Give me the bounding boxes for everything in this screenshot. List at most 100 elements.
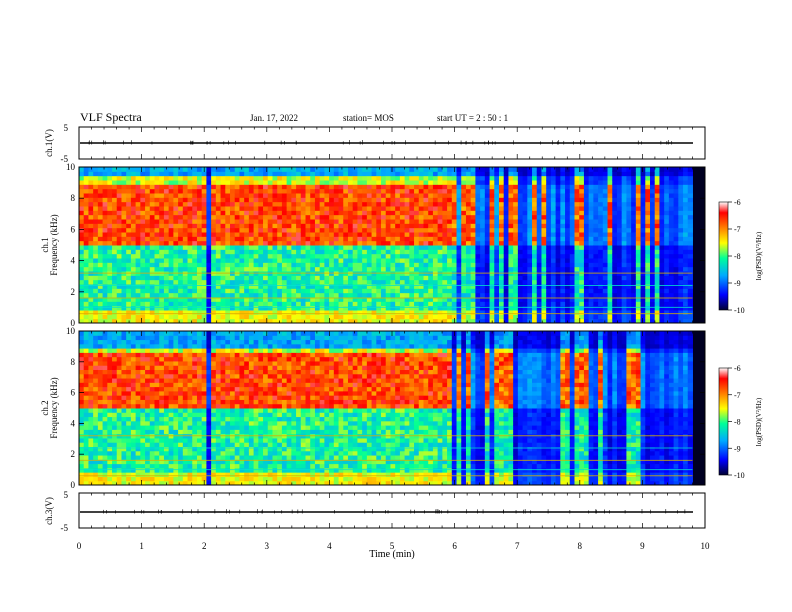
spectrogram-cell (687, 284, 693, 289)
spectrogram-cell (513, 249, 519, 255)
spectrogram-cell (560, 258, 566, 263)
spectrogram-cell (258, 193, 264, 198)
spectrogram-cell (267, 227, 273, 233)
spectrogram-cell (329, 275, 335, 281)
spectrogram-cell (159, 292, 165, 298)
spectrogram-cell (145, 310, 151, 315)
spectrogram-cell (428, 184, 434, 190)
spectrogram-cell (225, 297, 231, 302)
spectrogram-cell (607, 210, 613, 216)
spectrogram-cell (546, 305, 552, 311)
spectrogram-cell (678, 236, 684, 242)
spectrogram-cell (371, 232, 377, 237)
spectrogram-cell (182, 279, 189, 285)
spectrogram-cell (300, 318, 307, 324)
spectrogram-cell (286, 175, 292, 181)
spectrogram-cell (206, 284, 212, 289)
spectrogram-cell (541, 201, 547, 207)
spectrogram-cell (602, 201, 609, 207)
spectrogram-cell (267, 314, 273, 320)
spectrogram-cell (371, 219, 377, 224)
spectrogram-cell (333, 279, 340, 285)
spectrogram-cell (390, 279, 396, 285)
spectrogram-cell (428, 167, 434, 172)
spectrogram-cell (588, 258, 594, 263)
spectrogram-cell (126, 253, 132, 259)
spectrogram-cell (451, 175, 458, 181)
spectrogram-cell (192, 167, 198, 172)
spectrogram-cell (83, 288, 89, 294)
spectrogram-cell (79, 275, 85, 281)
spectrogram-cell (517, 184, 524, 190)
spectrogram-cell (201, 292, 207, 298)
spectrogram-cell (121, 253, 127, 259)
spectrogram-cell (616, 219, 623, 224)
spectrogram-cell (97, 253, 104, 259)
spectrogram-cell (338, 253, 344, 259)
spectrogram-cell (631, 210, 637, 216)
spectrogram-cell (484, 253, 491, 259)
spectrogram-cell (635, 249, 642, 255)
spectrogram-cell (626, 236, 632, 242)
spectrogram-cell (333, 318, 340, 324)
spectrogram-cell (291, 310, 297, 315)
spectrogram-cell (305, 297, 311, 302)
spectrogram-cell (635, 206, 642, 211)
spectrogram-cell (314, 284, 321, 289)
spectrogram-cell (83, 310, 89, 315)
spectrogram-cell (371, 171, 377, 177)
spectrogram-cell (159, 240, 165, 246)
spectrogram-cell (683, 171, 689, 177)
spectrogram-cell (329, 175, 335, 181)
spectrogram-cell (664, 236, 670, 242)
spectrogram-cell (583, 284, 590, 289)
spectrogram-cell (267, 292, 273, 298)
spectrogram-cell (626, 253, 632, 259)
spectrogram-cell (588, 253, 594, 259)
spectrogram-cell (310, 314, 316, 320)
spectrogram-cell (329, 210, 335, 216)
spectrogram-cell (489, 297, 495, 302)
spectrogram-cell (258, 232, 264, 237)
spectrogram-cell (230, 227, 236, 233)
spectrogram-cell (234, 201, 240, 207)
spectrogram-cell (456, 236, 462, 242)
spectrogram-cell (140, 310, 146, 315)
spectrogram-cell (371, 167, 377, 172)
spectrogram-cell (687, 318, 693, 324)
spectrogram-cell (513, 210, 519, 216)
spectrogram-cell (329, 301, 335, 307)
spectrogram-cell (659, 188, 665, 194)
spectrogram-cell (362, 240, 368, 246)
spectrogram-cell (352, 188, 358, 194)
spectrogram-cell (83, 284, 89, 289)
spectrogram-cell (253, 167, 259, 172)
spectrogram-cell (281, 310, 288, 315)
spectrogram-cell (310, 180, 316, 185)
spectrogram-cell (678, 305, 684, 311)
spectrogram-cell (126, 210, 132, 216)
spectrogram-cell (163, 188, 170, 194)
spectrogram-cell (447, 236, 453, 242)
spectrogram-cell (215, 305, 222, 311)
spectrogram-cell (121, 292, 127, 298)
spectrogram-cell (248, 223, 255, 229)
spectrogram-cell (461, 284, 467, 289)
spectrogram-cell (664, 180, 670, 185)
spectrogram-cell (456, 167, 462, 172)
spectrogram-cell (347, 266, 354, 272)
spectrogram-cell (112, 197, 118, 203)
spectrogram-cell (385, 188, 391, 194)
spectrogram-cell (230, 301, 236, 307)
spectrogram-cell (88, 301, 94, 307)
spectrogram-cell (126, 184, 132, 190)
spectrogram-cell (390, 318, 396, 324)
spectrogram-cell (385, 240, 391, 246)
spectrogram-cell (465, 227, 472, 233)
spectrogram-cell (130, 288, 137, 294)
spectrogram-cell (631, 284, 637, 289)
spectrogram-cell (517, 266, 524, 272)
spectrogram-cell (362, 318, 368, 324)
spectrogram-cell (598, 227, 604, 233)
spectrogram-cell (555, 258, 561, 263)
